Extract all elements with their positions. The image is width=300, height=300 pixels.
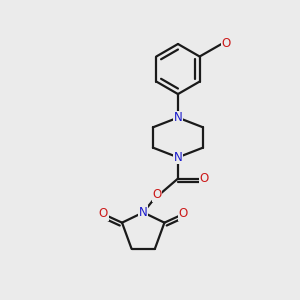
Text: N: N [139, 206, 148, 219]
Text: O: O [200, 172, 209, 185]
Text: O: O [152, 188, 161, 201]
Text: O: O [99, 207, 108, 220]
Text: O: O [178, 207, 188, 220]
Text: O: O [222, 37, 231, 50]
Text: N: N [174, 151, 182, 164]
Text: N: N [174, 111, 182, 124]
